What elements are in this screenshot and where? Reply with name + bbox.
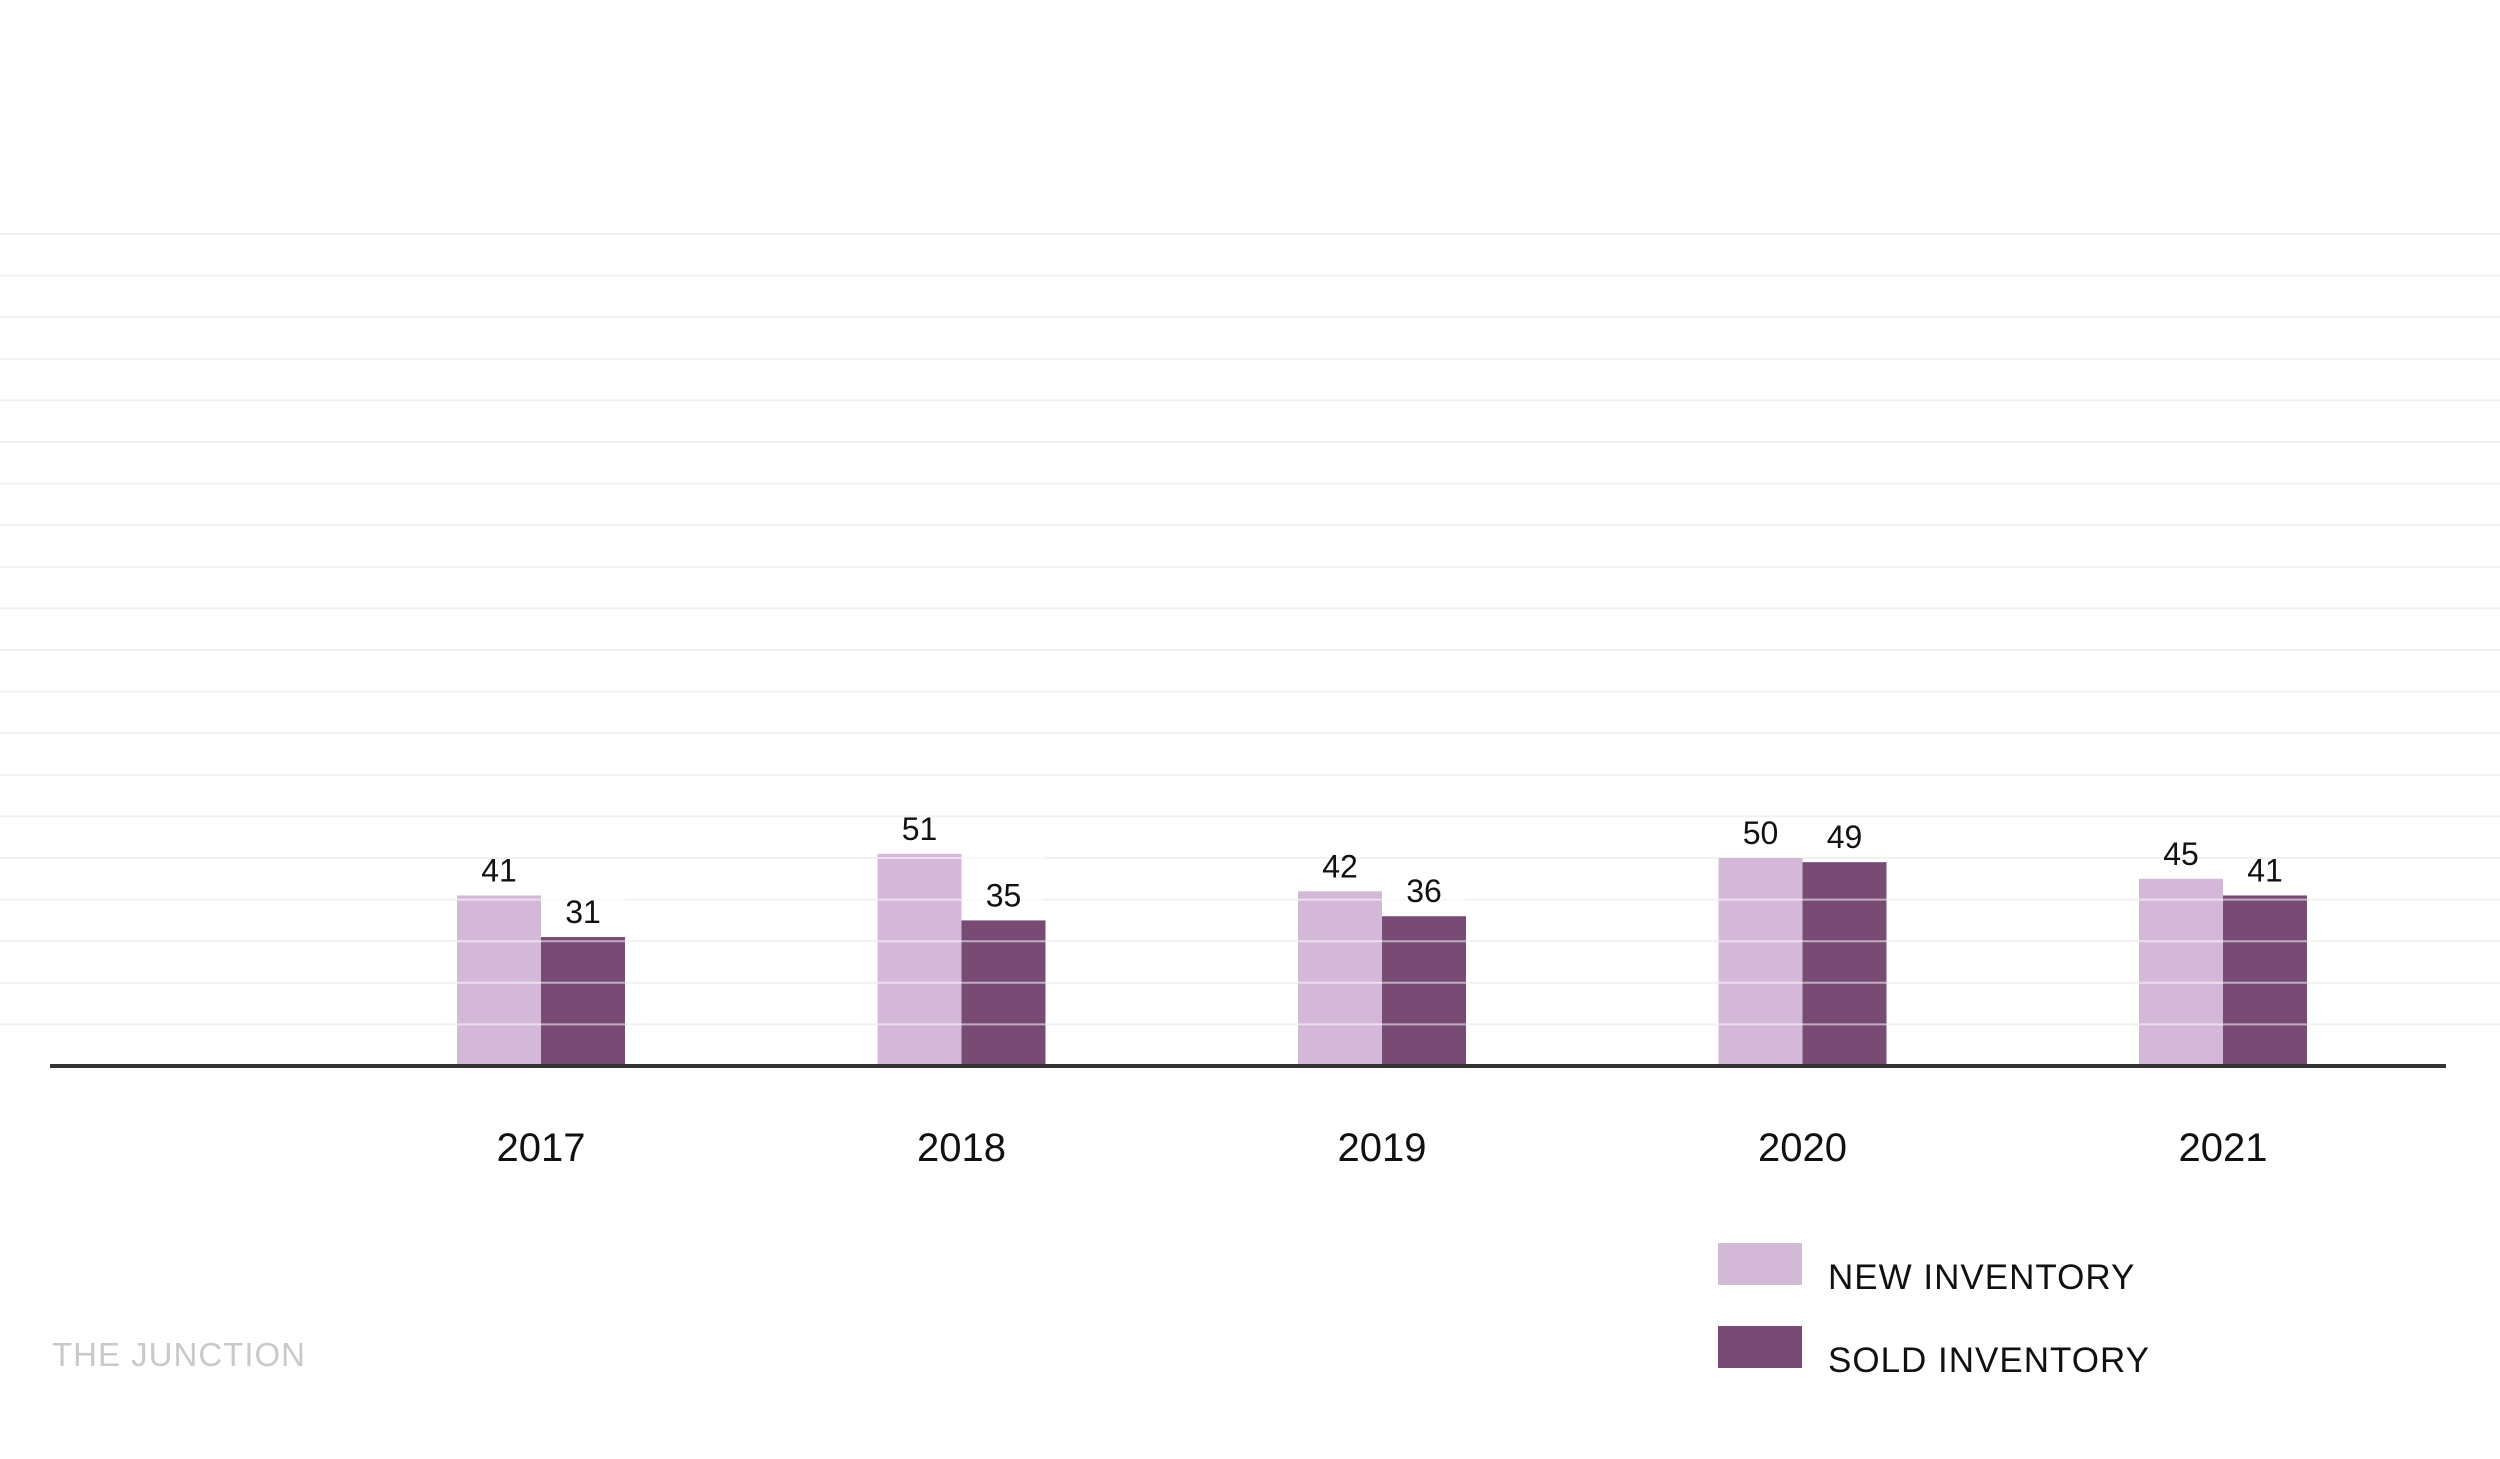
bar-new-2018 xyxy=(877,853,962,1066)
x-tick-label-2020: 2020 xyxy=(1758,1126,1847,1170)
brand-logo-text: THE JUNCTION xyxy=(52,1336,306,1373)
bar-gridlines xyxy=(457,857,2307,1026)
legend-swatch-new-inventory xyxy=(1718,1243,1802,1285)
bars xyxy=(457,853,2307,1066)
bar-sold-2020 xyxy=(1802,862,1887,1066)
bar-sold-2019 xyxy=(1382,916,1466,1066)
bar-sold-2021 xyxy=(2223,895,2307,1066)
bar-new-2019 xyxy=(1298,891,1382,1066)
x-tick-label-2019: 2019 xyxy=(1338,1126,1427,1170)
value-label-sold-2020: 49 xyxy=(1827,819,1863,855)
bar-new-2017 xyxy=(457,895,541,1066)
x-tick-label-2021: 2021 xyxy=(2179,1126,2268,1170)
legend-label-new-inventory: NEW INVENTORY xyxy=(1828,1258,2136,1297)
x-tick-label-2017: 2017 xyxy=(497,1126,586,1170)
legend-item-sold-inventory: SOLD INVENTORY xyxy=(1718,1326,2150,1380)
value-label-new-2020: 50 xyxy=(1743,815,1779,851)
bar-new-2021 xyxy=(2139,878,2223,1066)
value-label-sold-2019: 36 xyxy=(1406,873,1442,909)
value-label-new-2019: 42 xyxy=(1322,848,1358,884)
bar-new-2020 xyxy=(1718,858,1803,1066)
value-labels: 41 31 51 35 42 36 50 49 45 41 xyxy=(481,811,2283,930)
value-label-new-2017: 41 xyxy=(481,852,517,888)
legend: NEW INVENTORY SOLD INVENTORY xyxy=(1718,1243,2150,1409)
value-label-sold-2017: 31 xyxy=(565,894,601,930)
gridlines xyxy=(0,233,2500,1026)
bar-sold-2017 xyxy=(541,937,625,1066)
legend-item-new-inventory: NEW INVENTORY xyxy=(1718,1243,2150,1297)
value-label-sold-2021: 41 xyxy=(2247,852,2283,888)
x-tick-labels: 2017 2018 2019 2020 2021 xyxy=(497,1126,2268,1170)
value-label-new-2021: 45 xyxy=(2163,836,2199,872)
legend-label-sold-inventory: SOLD INVENTORY xyxy=(1828,1341,2150,1380)
value-label-new-2018: 51 xyxy=(902,811,938,847)
bar-sold-2018 xyxy=(961,920,1046,1066)
legend-swatch-sold-inventory xyxy=(1718,1326,1802,1368)
x-tick-label-2018: 2018 xyxy=(917,1126,1006,1170)
value-label-sold-2018: 35 xyxy=(986,877,1022,913)
